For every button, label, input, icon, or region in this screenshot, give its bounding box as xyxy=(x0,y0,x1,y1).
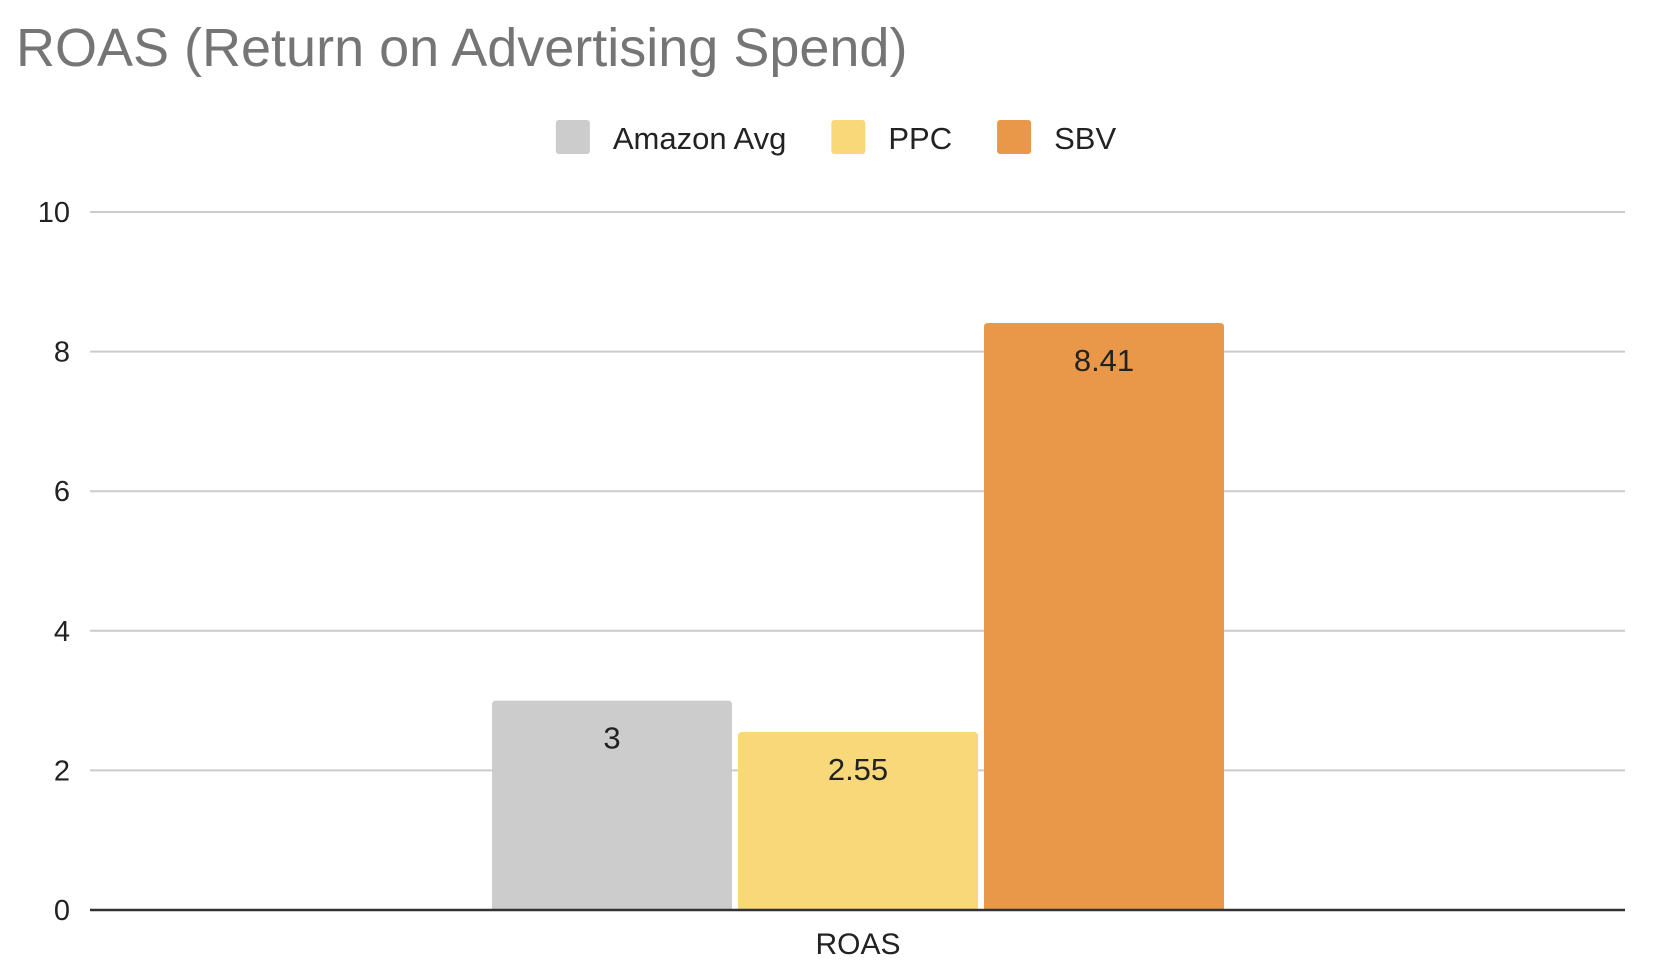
bar-ppc xyxy=(738,732,978,910)
grid xyxy=(90,211,1625,772)
data-label-amazon-avg: 3 xyxy=(603,721,620,756)
data-label-sbv: 8.41 xyxy=(1074,343,1134,378)
legend-label: Amazon Avg xyxy=(613,121,786,156)
bar-sbv xyxy=(984,322,1224,910)
data-labels: 3 2.55 8.41 xyxy=(603,343,1134,787)
bars xyxy=(492,322,1224,910)
y-tick-label: 6 xyxy=(54,476,70,508)
legend-swatch xyxy=(997,120,1032,154)
legend-swatch xyxy=(831,120,866,154)
x-axis: ROAS xyxy=(90,908,1625,961)
y-tick-label: 4 xyxy=(54,616,70,648)
legend-label: PPC xyxy=(888,121,952,156)
legend-item-ppc: PPC xyxy=(831,120,952,156)
bar-amazon-avg xyxy=(492,700,732,910)
data-label-ppc: 2.55 xyxy=(828,752,888,787)
legend-item-amazon-avg: Amazon Avg xyxy=(555,120,786,156)
y-tick-label: 8 xyxy=(54,337,70,369)
y-tick-label: 0 xyxy=(54,895,70,927)
chart-title: ROAS (Return on Advertising Spend) xyxy=(16,18,907,78)
legend: Amazon Avg PPC SBV xyxy=(555,120,1116,156)
legend-label: SBV xyxy=(1054,121,1116,156)
y-axis: 0 2 4 6 8 10 xyxy=(38,197,70,927)
x-category-label: ROAS xyxy=(815,928,900,961)
legend-swatch xyxy=(555,120,590,154)
legend-item-sbv: SBV xyxy=(997,120,1116,156)
y-tick-label: 10 xyxy=(38,197,70,229)
y-tick-label: 2 xyxy=(54,755,70,787)
